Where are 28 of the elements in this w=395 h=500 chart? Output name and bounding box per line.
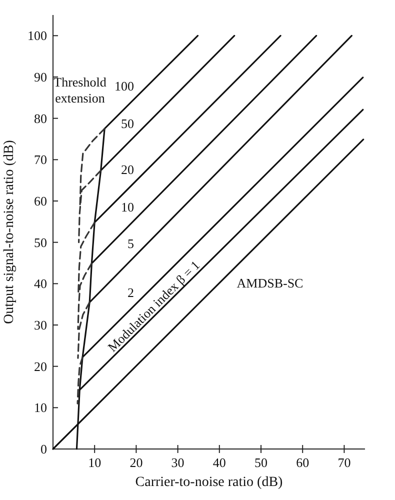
series-label: 5 (128, 236, 134, 252)
annotation: AMDSB-SC (236, 276, 304, 290)
x-tick-label: 10 (88, 455, 102, 470)
y-tick-label: 0 (40, 442, 47, 456)
x-tick-label: 40 (212, 455, 226, 470)
x-tick-label: 50 (254, 455, 268, 470)
x-tick-label: 60 (296, 455, 310, 470)
y-tick-label: 60 (34, 194, 47, 208)
x-axis-title: Carrier-to-noise ratio (dB) (135, 475, 284, 490)
series-label: 2 (128, 284, 134, 300)
y-tick-label: 100 (28, 28, 47, 44)
y-tick-label: 70 (34, 152, 47, 168)
series-label: 100 (114, 78, 134, 94)
y-axis-title: Output signal-to-noise ratio (dB) (2, 140, 17, 324)
y-tick-label: 50 (34, 234, 47, 250)
y-tick-label: 90 (34, 70, 47, 84)
y-tick-label: 30 (34, 318, 47, 332)
series-label: 10 (121, 199, 134, 214)
y-tick-label: 40 (34, 276, 47, 292)
y-tick-label: 10 (34, 400, 47, 416)
x-tick-label: 70 (338, 455, 351, 470)
series-label: 50 (121, 116, 134, 131)
x-tick-label: 30 (171, 455, 184, 470)
series-label: 20 (121, 162, 134, 177)
x-tick-label: 20 (130, 455, 143, 470)
annotation: Threshold extension (54, 74, 107, 106)
y-tick-label: 80 (34, 110, 47, 126)
y-tick-label: 20 (34, 358, 47, 374)
